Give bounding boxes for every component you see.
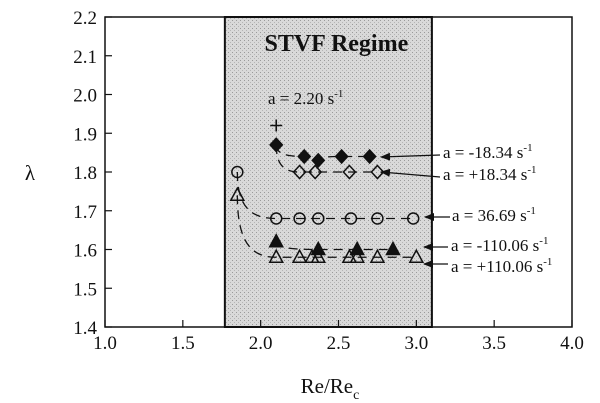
- data-points: [229, 119, 425, 263]
- y-tick-label: 2.1: [73, 47, 97, 68]
- series-5-triangle-point: [310, 248, 327, 263]
- x-tick-label: 4.0: [560, 333, 584, 354]
- series-3-curve: [236, 171, 414, 220]
- series-4-triangle-point: [385, 240, 401, 256]
- series-3-circle-point: [293, 212, 306, 225]
- y-axis-label: λ: [25, 161, 36, 185]
- series-4-annotation: a = -110.06 s-1: [451, 235, 548, 255]
- y-tick-label: 1.4: [73, 318, 97, 339]
- series-3-circle-point: [406, 212, 420, 225]
- y-tick-label: 1.5: [73, 279, 97, 300]
- series-1-annotation: a = -18.34 s-1: [443, 142, 533, 162]
- x-axis-label-subscript: c: [353, 388, 359, 403]
- series-0-annotation-text: a = 2.20 s: [268, 89, 334, 108]
- stvf-regime-label: STVF Regime: [264, 31, 408, 57]
- series-1-diamond-point: [362, 148, 377, 165]
- series-5-triangle-point: [408, 248, 425, 263]
- y-tick-label: 1.7: [73, 202, 97, 223]
- y-tick-label: 2.0: [73, 86, 97, 107]
- series-1-diamond-point: [297, 148, 312, 165]
- series-0-plus-point: [270, 119, 283, 132]
- series-4-triangle-point: [310, 240, 327, 256]
- series-0-annotation-sup: -1: [334, 88, 343, 100]
- series-2-annotation-text: a = +18.34 s: [443, 165, 527, 184]
- series-5-triangle-point: [268, 248, 284, 263]
- series-1-diamond-point: [334, 148, 349, 165]
- series-1-annotation-arrow: [380, 152, 441, 161]
- series-3-circle-point: [231, 165, 244, 179]
- series-2-annotation-sup: -1: [527, 164, 536, 176]
- series-2-diamond-point: [292, 164, 307, 180]
- series-5-curve: [236, 195, 417, 258]
- series-1-annotation-text: a = -18.34 s: [443, 143, 523, 162]
- series-2-diamond-point: [269, 137, 284, 153]
- series-5-triangle-point: [341, 248, 358, 263]
- x-tick-label: 1.5: [171, 333, 195, 354]
- series-0-annotation: a = 2.20 s-1: [268, 88, 343, 108]
- series-3-circle-point: [371, 212, 384, 225]
- y-axis: 1.4 1.5 1.6 1.7 1.8 1.9 2.0 2.1 2.2: [73, 8, 112, 339]
- series-2-curve: [275, 144, 378, 173]
- x-axis-label-main: Re/Re: [301, 374, 354, 398]
- series-4-triangle-point: [349, 240, 365, 256]
- series-1-diamond-point: [311, 152, 326, 168]
- y-tick-label: 1.8: [73, 163, 97, 184]
- series-5-triangle-point: [291, 248, 308, 263]
- x-axis-label: Re/Rec: [301, 374, 360, 403]
- series-4-annotation-text: a = -110.06 s: [451, 236, 539, 255]
- series-5-annotation-text: a = +110.06 s: [451, 257, 543, 276]
- series-3-annotation-text: a = 36.69 s: [452, 206, 527, 225]
- series-5-annotation: a = +110.06 s-1: [451, 256, 552, 276]
- x-tick-label: 3.0: [404, 333, 428, 354]
- series-4-curve: [275, 241, 393, 251]
- series-3-annotation-sup: -1: [527, 205, 536, 217]
- series-4-triangle-point: [268, 233, 284, 248]
- series-2-annotation: a = +18.34 s-1: [443, 164, 537, 184]
- series-3-circle-point: [344, 212, 358, 225]
- series-2-annotation-arrow: [380, 168, 441, 178]
- series-2-diamond-point: [342, 164, 357, 180]
- x-tick-label: 1.0: [93, 333, 117, 354]
- series-5-triangle-point: [349, 248, 365, 263]
- series-2-diamond-point: [308, 164, 323, 180]
- series-1-annotation-sup: -1: [523, 142, 532, 154]
- series-5-triangle-point: [369, 248, 386, 263]
- series-5-triangle-point: [229, 186, 246, 201]
- series-3-circle-point: [312, 212, 325, 225]
- series-5-annotation-sup: -1: [543, 256, 552, 268]
- series-3-annotation: a = 36.69 s-1: [452, 205, 536, 225]
- x-tick-label: 2.5: [327, 333, 351, 354]
- x-tick-label: 2.0: [249, 333, 273, 354]
- series-annotations: a = 2.20 s-1a = -18.34 s-1a = +18.34 s-1…: [268, 88, 552, 276]
- series-3-circle-point: [269, 212, 283, 225]
- series-4-annotation-sup: -1: [539, 235, 548, 247]
- x-tick-label: 3.5: [482, 333, 506, 354]
- stvf-regime-region: [223, 16, 433, 328]
- y-tick-label: 1.6: [73, 241, 97, 262]
- y-tick-label: 2.2: [73, 8, 97, 29]
- y-tick-label: 1.9: [73, 124, 97, 145]
- x-axis: 1.0 1.5 2.0 2.5 3.0 3.5 4.0: [93, 320, 584, 354]
